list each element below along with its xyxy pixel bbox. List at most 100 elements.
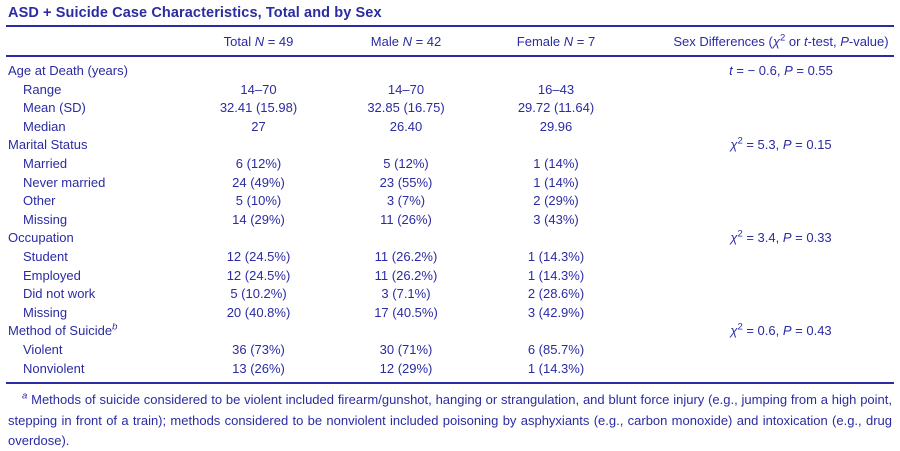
table-row: Occupation χ2 = 3.4, P = 0.33 bbox=[6, 229, 894, 248]
row-label: Mean (SD) bbox=[23, 100, 86, 116]
characteristics-table: Total N = 49 Male N = 42 Female N = 7 Sex D… bbox=[6, 27, 894, 384]
male-cell: 14–70 bbox=[387, 81, 425, 97]
male-cell: 26.40 bbox=[389, 118, 423, 134]
table-row: Nonviolent 13 (26%) 12 (29%) 1 (14.3%) bbox=[6, 360, 894, 384]
female-cell: 16–43 bbox=[537, 81, 575, 97]
male-cell: 32.85 (16.75) bbox=[367, 100, 445, 116]
row-label: Employed bbox=[23, 267, 81, 283]
female-cell: 3 (42.9%) bbox=[527, 304, 585, 320]
sexdiff-cell: χ2 = 0.6, P = 0.43 bbox=[730, 321, 832, 339]
row-label: Marital Status bbox=[8, 137, 88, 153]
table-row: Employed 12 (24.5%) 11 (26.2%) 1 (14.3%) bbox=[6, 267, 894, 286]
total-cell: 12 (24.5%) bbox=[226, 267, 291, 283]
row-label: Range bbox=[23, 81, 62, 97]
male-cell: 3 (7%) bbox=[386, 193, 426, 209]
total-cell: 20 (40.8%) bbox=[226, 304, 291, 320]
table-row: Range 14–70 14–70 16–43 bbox=[6, 81, 894, 100]
table-row: Mean (SD) 32.41 (15.98) 32.85 (16.75) 29… bbox=[6, 99, 894, 118]
row-label: Missing bbox=[23, 304, 68, 320]
column-header-female-column: Female N = 7 bbox=[516, 34, 596, 49]
female-cell: 1 (14%) bbox=[533, 155, 579, 171]
male-cell bbox=[326, 56, 486, 81]
total-cell: 14 (29%) bbox=[232, 211, 285, 227]
female-cell: 1 (14%) bbox=[533, 174, 579, 190]
total-cell bbox=[191, 229, 326, 248]
sexdiff-cell bbox=[626, 192, 894, 211]
male-cell: 12 (29%) bbox=[379, 360, 433, 376]
total-cell bbox=[191, 136, 326, 155]
row-label: Violent bbox=[23, 341, 63, 357]
row-label: Student bbox=[23, 248, 68, 264]
female-cell: 29.72 (11.64) bbox=[517, 100, 595, 116]
table-body: Age at Death (years) t = − 0.6, P = 0.55… bbox=[6, 56, 894, 384]
female-cell: 1 (14.3%) bbox=[527, 360, 585, 376]
total-cell: 24 (49%) bbox=[232, 174, 285, 190]
table-row: Missing 14 (29%) 11 (26%) 3 (43%) bbox=[6, 211, 894, 230]
female-cell bbox=[486, 136, 626, 155]
sexdiff-cell: χ2 = 3.4, P = 0.33 bbox=[730, 229, 832, 246]
total-cell bbox=[191, 56, 326, 81]
sexdiff-cell bbox=[626, 118, 894, 137]
sexdiff-cell: χ2 = 5.3, P = 0.15 bbox=[730, 136, 832, 153]
total-cell: 14–70 bbox=[240, 81, 277, 97]
row-label: Other bbox=[23, 193, 56, 209]
table-title: ASD + Suicide Case Characteristics, Tota… bbox=[8, 5, 382, 21]
sexdiff-cell bbox=[626, 267, 894, 286]
table-row: Student 12 (24.5%) 11 (26.2%) 1 (14.3%) bbox=[6, 248, 894, 267]
male-cell: 11 (26.2%) bbox=[374, 267, 438, 283]
footnote: a Methods of suicide considered to be vi… bbox=[8, 390, 892, 448]
total-cell: 32.41 (15.98) bbox=[219, 100, 298, 116]
table-row: Violent 36 (73%) 30 (71%) 6 (85.7%) bbox=[6, 341, 894, 360]
male-cell: 30 (71%) bbox=[379, 341, 433, 357]
header-row: Total N = 49 Male N = 42 Female N = 7 Sex D… bbox=[6, 27, 894, 56]
sexdiff-cell bbox=[626, 155, 894, 174]
total-cell: 13 (26%) bbox=[232, 360, 285, 376]
sexdiff-cell bbox=[626, 174, 894, 193]
table-row: Missing 20 (40.8%) 17 (40.5%) 3 (42.9%) bbox=[6, 304, 894, 323]
total-cell: 5 (10%) bbox=[235, 193, 282, 209]
male-cell: 17 (40.5%) bbox=[374, 304, 438, 320]
table-header: Total N = 49 Male N = 42 Female N = 7 Sex D… bbox=[6, 27, 894, 56]
sexdiff-cell bbox=[626, 360, 894, 384]
row-label: Age at Death (years) bbox=[8, 63, 128, 78]
female-cell: 6 (85.7%) bbox=[527, 341, 585, 357]
column-header-sex-differences-column: Sex Differences (χ2 or t-test, P-value) bbox=[673, 32, 889, 49]
male-cell: 3 (7.1%) bbox=[381, 286, 431, 302]
female-cell: 1 (14.3%) bbox=[527, 248, 585, 264]
total-cell: 36 (73%) bbox=[232, 341, 285, 357]
table-row: Method of Suicideb χ2 = 0.6, P = 0.43 bbox=[6, 322, 894, 341]
sexdiff-cell bbox=[626, 211, 894, 230]
male-cell bbox=[326, 229, 486, 248]
female-cell: 2 (28.6%) bbox=[527, 286, 585, 302]
table-row: Married 6 (12%) 5 (12%) 1 (14%) bbox=[6, 155, 894, 174]
female-cell bbox=[486, 322, 626, 341]
column-header-male-column: Male N = 42 bbox=[370, 34, 442, 49]
total-cell: 12 (24.5%) bbox=[226, 248, 291, 264]
total-cell: 6 (12%) bbox=[235, 155, 282, 171]
male-cell: 11 (26.2%) bbox=[374, 248, 438, 264]
sexdiff-cell: t = − 0.6, P = 0.55 bbox=[729, 63, 833, 78]
total-cell: 27 bbox=[251, 118, 266, 134]
title-rule bbox=[6, 25, 894, 27]
column-header-row-label-column bbox=[6, 27, 191, 56]
total-cell bbox=[191, 322, 326, 341]
sexdiff-cell bbox=[626, 248, 894, 267]
row-label: Occupation bbox=[8, 230, 74, 246]
table-row: Other 5 (10%) 3 (7%) 2 (29%) bbox=[6, 192, 894, 211]
male-cell: 11 (26%) bbox=[380, 211, 432, 227]
male-cell: 5 (12%) bbox=[383, 155, 429, 171]
sexdiff-cell bbox=[626, 81, 894, 100]
female-cell: 2 (29%) bbox=[533, 193, 579, 209]
female-cell: 1 (14.3%) bbox=[527, 267, 585, 283]
sexdiff-cell bbox=[626, 99, 894, 118]
table-row: Did not work 5 (10.2%) 3 (7.1%) 2 (28.6%… bbox=[6, 285, 894, 304]
row-label: Married bbox=[23, 155, 68, 171]
row-label: Never married bbox=[23, 174, 106, 190]
column-header-total-column: Total N = 49 bbox=[223, 34, 294, 49]
sexdiff-cell bbox=[626, 341, 894, 360]
table-row: Marital Status χ2 = 5.3, P = 0.15 bbox=[6, 136, 894, 155]
row-label: Nonviolent bbox=[23, 360, 85, 376]
row-label: Median bbox=[23, 118, 66, 134]
sexdiff-cell bbox=[626, 304, 894, 323]
table-row: Age at Death (years) t = − 0.6, P = 0.55 bbox=[6, 56, 894, 81]
